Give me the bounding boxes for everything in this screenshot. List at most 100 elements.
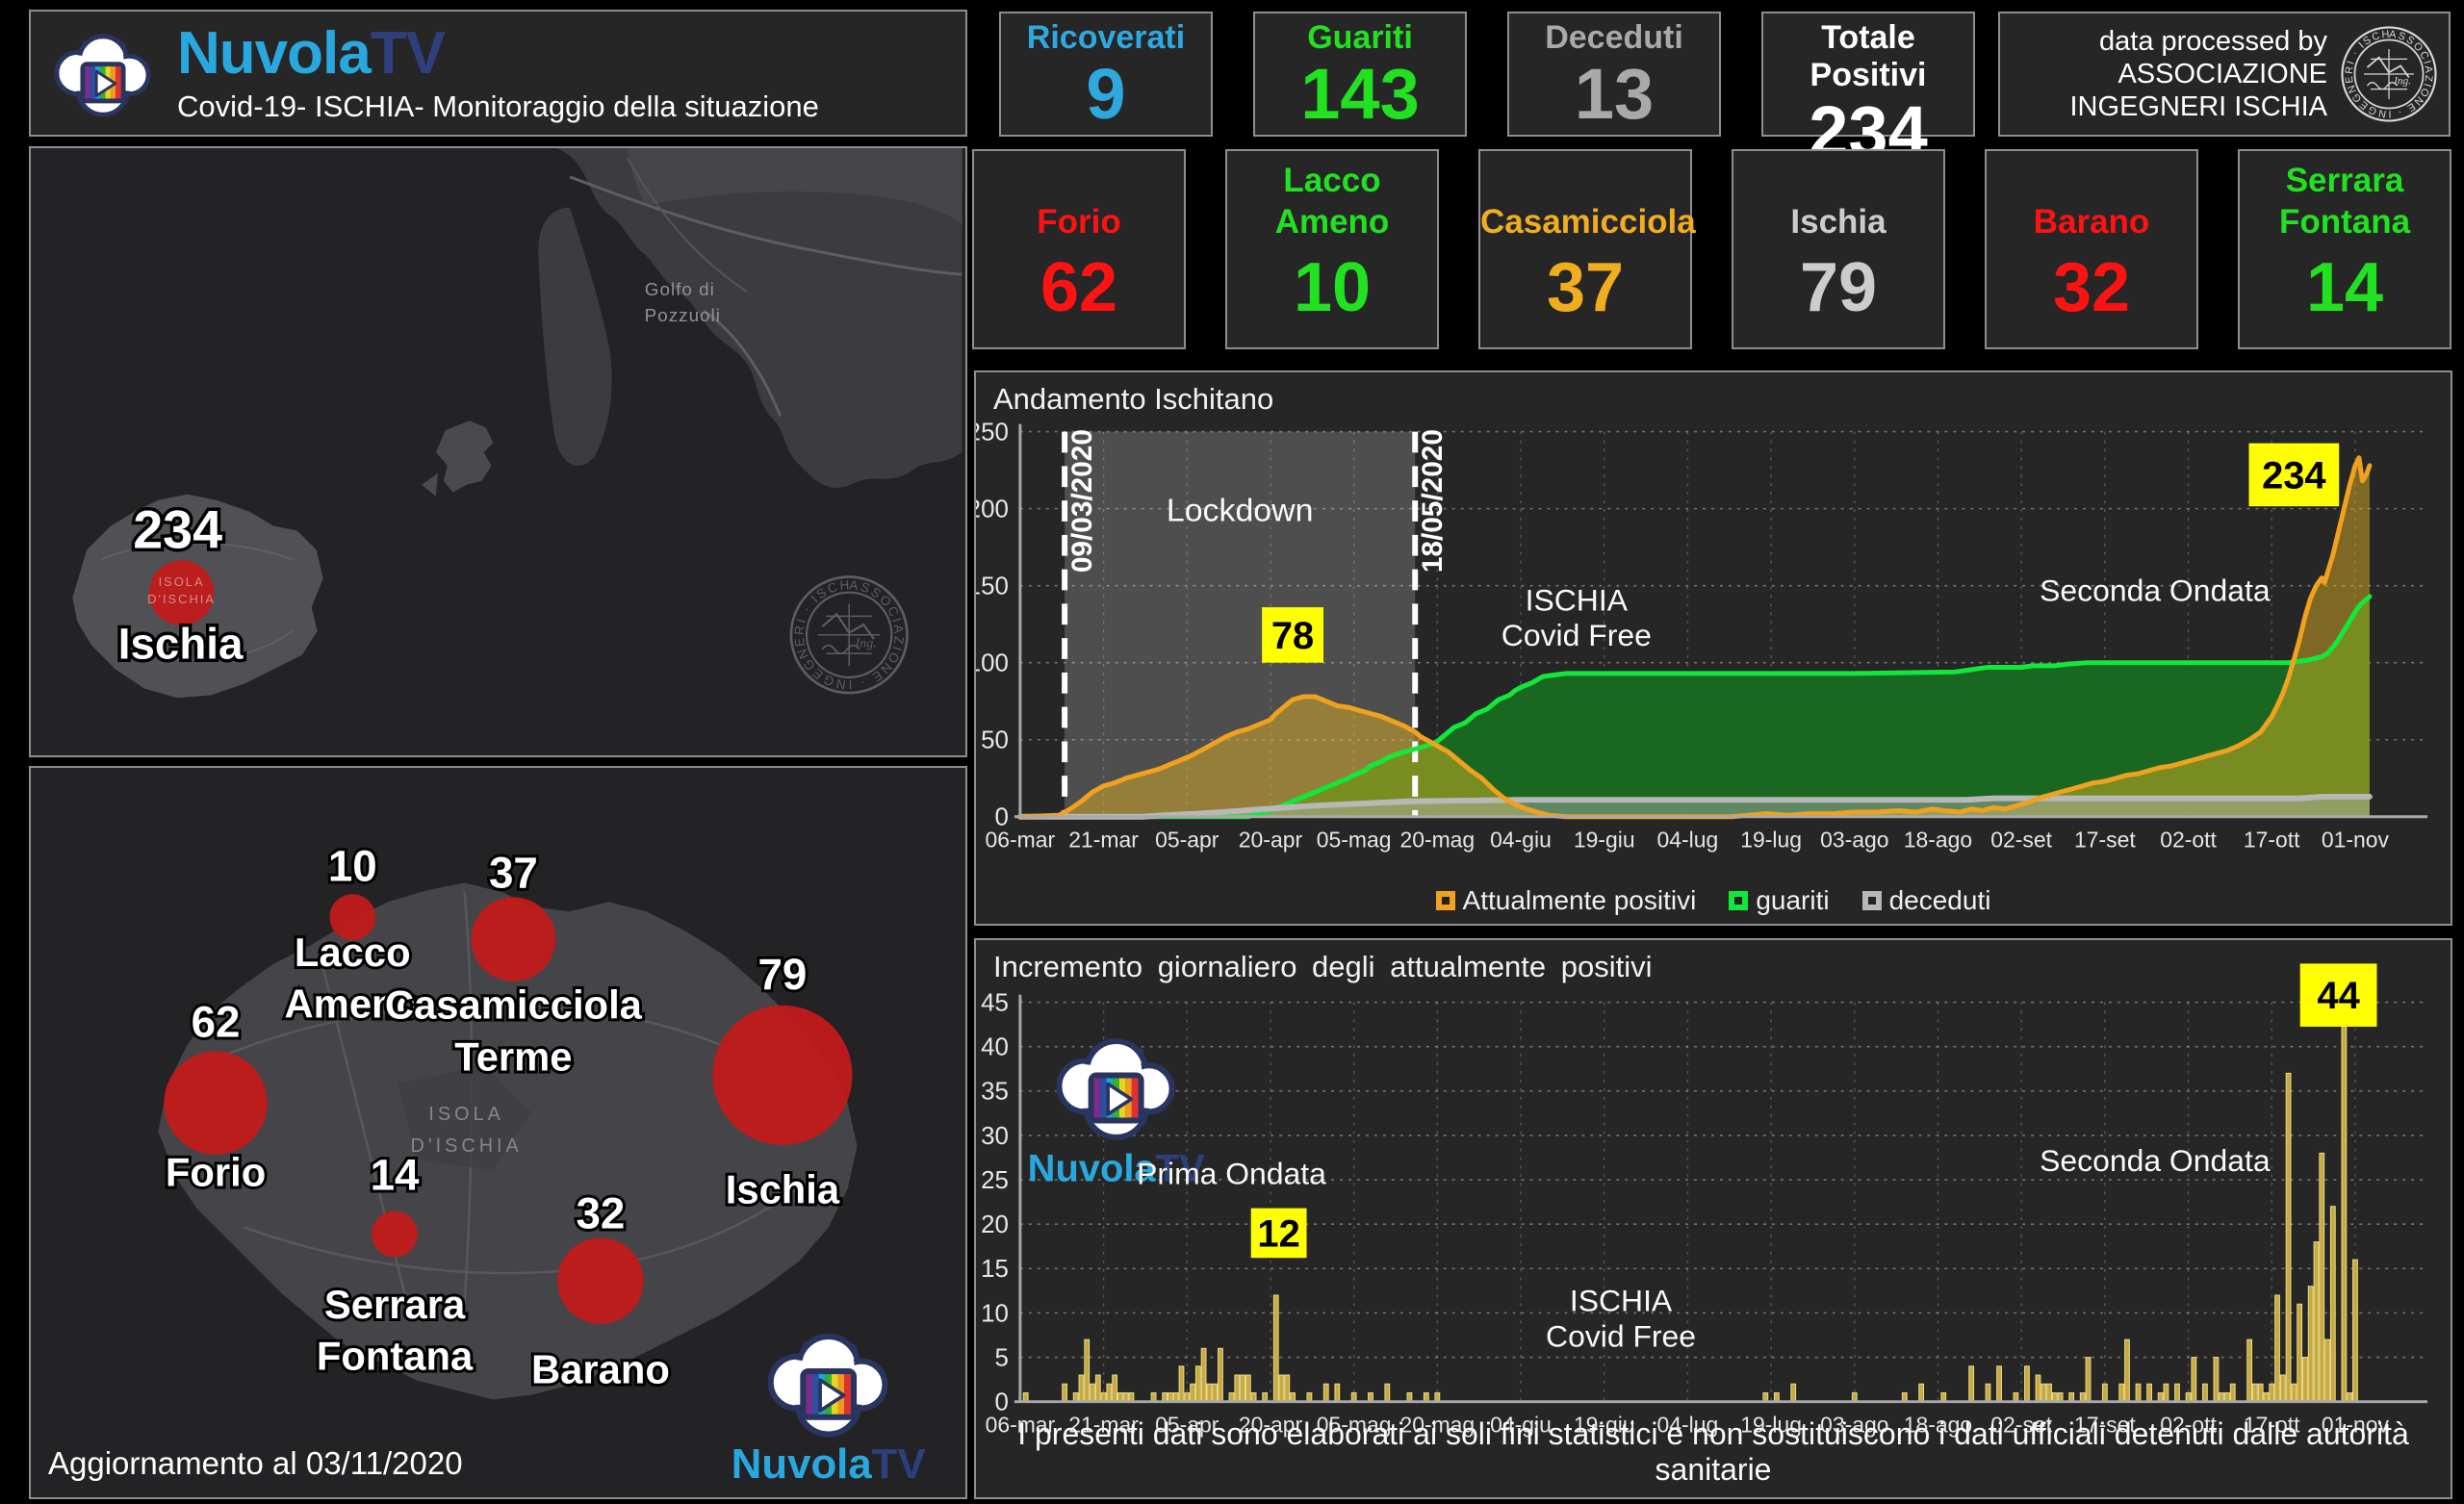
svg-text:79: 79 — [757, 950, 807, 999]
svg-text:Terme: Terme — [454, 1033, 572, 1079]
svg-text:ISCHIA: ISCHIA — [1570, 1284, 1673, 1318]
svg-text:40: 40 — [981, 1034, 1009, 1061]
svg-text:09/03/2020: 09/03/2020 — [1066, 429, 1098, 573]
muni-forio: Forio 62 — [972, 149, 1186, 349]
legend-label: Attualmente positivi — [1462, 885, 1697, 915]
svg-text:06-mar: 06-mar — [986, 1413, 1056, 1438]
nuvolatv-logo-watermark: NuvolaTV — [732, 1337, 926, 1488]
muni-serrara-fontana: Serrara Fontana 14 — [2238, 149, 2451, 349]
muni-name: Serrara Fontana — [2278, 161, 2411, 242]
legend-item-positivi: Attualmente positivi — [1435, 885, 1697, 916]
daily-increase-chart: 0 5 10 15 20 25 30 35 40 45 06-mar 21-mar 05-apr 20-a… — [981, 963, 2428, 1438]
svg-text:21-mar: 21-mar — [1068, 828, 1139, 853]
update-date-note: Aggiornamento al 03/11/2020 — [48, 1445, 463, 1481]
svg-text:5: 5 — [994, 1345, 1008, 1372]
svg-text:250: 250 — [976, 420, 1009, 446]
svg-text:14: 14 — [371, 1151, 420, 1200]
stat-label: Guariti — [1307, 19, 1413, 56]
stat-value: 13 — [1574, 54, 1655, 134]
stat-deceduti: Deceduti 13 — [1507, 12, 1721, 137]
header-panel: NuvolaTV Covid-19- ISCHIA- Monitoraggio … — [29, 10, 967, 137]
chart-legend: Attualmente positivi guariti deceduti — [976, 885, 2451, 916]
svg-text:50: 50 — [981, 727, 1009, 754]
legend-marker-positivi-icon — [1435, 891, 1455, 910]
gulf-label-line2: Pozzuoli — [645, 306, 721, 326]
total-cases-bubble — [148, 560, 215, 625]
nuvolatv-logo-watermark: NuvolaTV — [1028, 1041, 1205, 1189]
island-watermark-line2: D'ISCHIA — [147, 592, 216, 606]
muni-value: 62 — [1040, 249, 1118, 326]
svg-text:06-mar: 06-mar — [986, 828, 1056, 853]
svg-text:12: 12 — [1257, 1212, 1299, 1255]
svg-text:ISCHIA: ISCHIA — [1526, 582, 1629, 617]
svg-text:32: 32 — [576, 1188, 625, 1237]
brand-secondary: TV — [370, 20, 446, 88]
stat-label: Deceduti — [1545, 19, 1683, 56]
muni-value: 37 — [1546, 249, 1625, 326]
muni-barano: Barano 32 — [1985, 149, 2198, 349]
brand-primary: Nuvola — [177, 20, 372, 88]
credits-line1: data processed by — [2099, 25, 2327, 57]
muni-value: 14 — [2305, 249, 2384, 326]
svg-text:02-ott: 02-ott — [2160, 828, 2217, 853]
credits-line2: ASSOCIAZIONE — [2118, 58, 2327, 89]
muni-lacco-ameno: Lacco Ameno 10 — [1225, 149, 1439, 349]
association-seal-icon — [2339, 24, 2439, 124]
muni-value: 10 — [1293, 249, 1372, 326]
credits-panel: data processed by ASSOCIAZIONE INGEGNERI… — [1998, 12, 2451, 137]
svg-text:04-giu: 04-giu — [1490, 1413, 1552, 1438]
island-map-panel: ISOLA D'ISCHIA 10 Lacco Ameno 37 Casamicciol… — [29, 766, 967, 1499]
svg-text:10: 10 — [981, 1300, 1009, 1327]
stat-value: 9 — [1086, 54, 1126, 134]
svg-text:20-mag: 20-mag — [1399, 828, 1475, 853]
stat-guariti: Guariti 143 — [1253, 12, 1467, 137]
svg-text:01-nov: 01-nov — [2322, 1413, 2390, 1438]
muni-value: 79 — [1799, 249, 1878, 326]
island-name-label: Ischia — [118, 620, 244, 669]
svg-text:04-giu: 04-giu — [1490, 828, 1552, 853]
svg-text:Covid Free: Covid Free — [1502, 618, 1652, 652]
svg-text:05-mag: 05-mag — [1317, 828, 1392, 853]
svg-text:44: 44 — [2317, 975, 2359, 1017]
svg-text:NuvolaTV: NuvolaTV — [1028, 1147, 1205, 1189]
svg-text:234: 234 — [2262, 454, 2326, 497]
muni-name: Forio — [1037, 203, 1121, 242]
svg-text:03-ago: 03-ago — [1820, 1413, 1888, 1438]
muni-name: Ischia — [1790, 203, 1886, 242]
svg-text:15: 15 — [981, 1256, 1009, 1283]
svg-text:Serrara: Serrara — [324, 1282, 466, 1327]
svg-text:Fontana: Fontana — [317, 1334, 474, 1379]
svg-text:21-mar: 21-mar — [1068, 1413, 1139, 1438]
svg-text:20-apr: 20-apr — [1239, 828, 1303, 853]
svg-text:45: 45 — [981, 990, 1009, 1017]
svg-text:Covid Free: Covid Free — [1546, 1318, 1696, 1353]
overview-map-panel: Golfo di Pozzuoli ISOLA D'ISCHIA 234 Isc… — [29, 146, 967, 757]
legend-item-deceduti: deceduti — [1861, 885, 1991, 916]
nuvolatv-logo-icon — [46, 24, 160, 122]
stat-label: Ricoverati — [1026, 19, 1186, 56]
data-disclaimer: I presenti dati sono elaborati ai soli f… — [1017, 1416, 2409, 1487]
bubble-barano: 32 Barano — [528, 1185, 673, 1394]
muni-casamicciola: Casamicciola 37 — [1478, 149, 1696, 349]
svg-text:01-nov: 01-nov — [2322, 828, 2390, 853]
legend-marker-guariti-icon — [1729, 891, 1749, 910]
stat-label: Totale Positivi — [1810, 19, 1927, 93]
bubble-forio: 62 Forio — [163, 995, 269, 1198]
svg-text:150: 150 — [976, 574, 1009, 600]
legend-marker-deceduti-icon — [1861, 891, 1882, 910]
brand-title: NuvolaTV — [177, 22, 819, 85]
trend-chart-panel: Andamento Ischitano 0 50 100 150 200 250 06-ma… — [974, 370, 2452, 926]
svg-text:17-ott: 17-ott — [2244, 828, 2300, 853]
svg-text:0: 0 — [994, 1389, 1008, 1416]
bubble-ischia: 79 Ischia — [712, 947, 853, 1215]
svg-text:18-ago: 18-ago — [1904, 828, 1972, 853]
island-watermark-line1: ISOLA — [428, 1104, 503, 1125]
municipality-bubbles: 10 Lacco Ameno 37 Casamicciola Terme 79 Ischia 6… — [163, 838, 853, 1395]
svg-text:0: 0 — [994, 804, 1008, 831]
svg-text:62: 62 — [192, 998, 241, 1047]
watermark-brand-text: NuvolaTV — [732, 1440, 926, 1488]
svg-text:Lockdown: Lockdown — [1167, 492, 1314, 528]
legend-item-guariti: guariti — [1729, 885, 1830, 916]
legend-label: deceduti — [1888, 885, 1991, 915]
